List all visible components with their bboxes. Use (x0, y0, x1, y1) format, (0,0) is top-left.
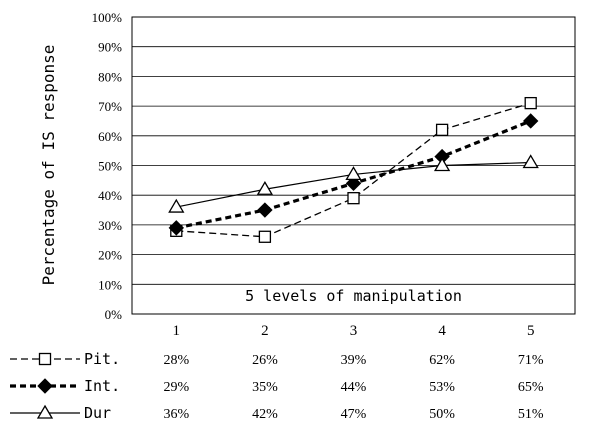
table-value: 35% (252, 380, 278, 395)
y-axis-label: Percentage of IS response (39, 45, 58, 286)
y-tick-label: 100% (92, 10, 123, 25)
plot-area-frame (131, 16, 576, 315)
table-value: 53% (429, 380, 455, 395)
table-value: 50% (429, 407, 455, 422)
marker-square (435, 123, 449, 137)
table-value: 36% (163, 407, 189, 422)
marker-triangle (256, 180, 274, 195)
category-label: 1 (173, 323, 181, 339)
x-axis-annotation: 5 levels of manipulation (245, 287, 462, 305)
table-value: 62% (429, 353, 455, 368)
marker-diamond (522, 113, 539, 129)
data-table: Pit. 28% 26% 39% 62% 71% Int. 29% 35% 44% 53% 65% Du… (10, 350, 544, 422)
table-value: 51% (518, 407, 544, 422)
table-value: 39% (341, 353, 367, 368)
y-tick-label: 20% (98, 248, 122, 263)
y-tick-label: 60% (98, 129, 122, 144)
marker-triangle (345, 166, 362, 181)
marker-triangle (36, 404, 54, 419)
marker-triangle (522, 154, 539, 169)
category-label: 2 (261, 323, 269, 339)
marker-triangle (433, 157, 451, 172)
marker-square (347, 192, 360, 205)
category-label: 4 (438, 323, 446, 339)
series-line-pit (176, 102, 531, 238)
y-tick-label: 30% (98, 218, 122, 233)
marker-diamond (257, 202, 273, 218)
table-value: 29% (163, 380, 189, 395)
marker-square (258, 230, 272, 243)
y-tick-label: 50% (98, 159, 122, 174)
marker-square (38, 352, 52, 366)
category-labels: 1 2 3 4 5 (173, 323, 535, 339)
y-tick-label: 90% (98, 40, 122, 55)
table-value: 42% (252, 407, 278, 422)
marker-square (524, 96, 537, 110)
y-tick-label: 10% (98, 277, 122, 292)
legend-series-name: Pit. (84, 350, 120, 368)
y-tick-label: 0% (105, 307, 123, 322)
category-label: 3 (350, 323, 358, 339)
legend-series-name: Dur (84, 404, 111, 422)
y-tick-label: 40% (98, 188, 122, 203)
table-value: 28% (163, 353, 189, 368)
y-tick-label: 80% (98, 69, 122, 84)
marker-diamond (168, 220, 185, 236)
table-value: 65% (518, 380, 544, 395)
y-tick-label: 70% (98, 99, 122, 114)
table-value: 26% (252, 353, 278, 368)
table-value: 71% (518, 353, 544, 368)
gridlines (132, 46, 575, 285)
marker-diamond (37, 378, 53, 394)
category-label: 5 (527, 323, 535, 339)
series-markers (168, 96, 539, 243)
table-value: 44% (341, 380, 367, 395)
legend-series-name: Int. (84, 377, 120, 395)
marker-triangle (168, 198, 185, 213)
table-value: 47% (341, 407, 367, 422)
y-tick-labels: 0% 10% 20% 30% 40% 50% 60% 70% 80% 90% 100% (92, 10, 123, 322)
